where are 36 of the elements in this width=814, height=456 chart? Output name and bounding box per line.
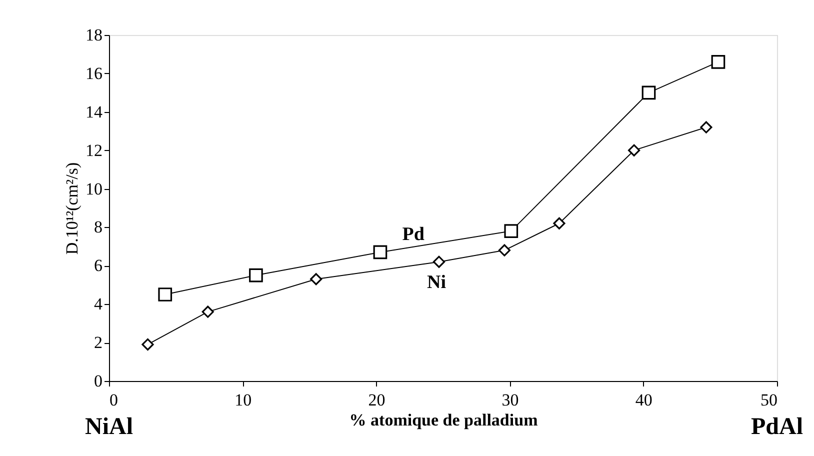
series-label: Pd [402,224,425,246]
point [249,268,263,282]
point [504,224,518,238]
point [142,338,154,351]
point [711,54,726,69]
y-axis-title: D.10¹²(cm²/s) [62,162,82,255]
point [432,256,446,268]
x-tick-label: 10 [234,390,252,410]
point [498,244,510,256]
point [628,144,640,156]
y-tick-label: 0 [94,372,102,390]
x-tick-label: 40 [635,390,652,410]
point [373,245,388,260]
x-tick-label: 50 [760,390,778,410]
series-label: Ni [426,272,446,293]
x-axis-title: % atomique de palladium [349,410,538,430]
text: NiAl [85,414,134,440]
point [158,288,172,302]
y-tick-label: 2 [94,333,102,352]
point [642,86,656,100]
y-tick-label: 14 [86,102,103,122]
y-tick-label: 16 [86,64,102,83]
y-tick-label: 10 [86,179,102,198]
y-tick-label: 18 [86,26,102,44]
y-tick-label: 6 [94,256,102,276]
x-tick-label: 20 [368,390,386,410]
y-tick-label: 4 [94,294,103,314]
point [310,273,322,286]
point [700,121,712,134]
x-tick-label: 30 [502,390,519,410]
text: PdAl [750,414,804,440]
x-tick-label: 0 [110,390,118,410]
y-tick-label: 8 [94,218,102,237]
point [202,306,214,318]
y-tick-label: 12 [86,140,102,160]
point [553,217,566,230]
